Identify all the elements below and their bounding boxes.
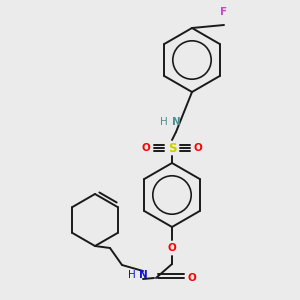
Text: O: O [194, 143, 202, 153]
Text: O: O [168, 243, 176, 253]
Text: F: F [220, 7, 228, 17]
Text: N: N [139, 270, 147, 280]
Text: H: H [128, 270, 136, 280]
Text: O: O [142, 143, 150, 153]
Text: H: H [160, 117, 168, 127]
Text: N: N [172, 117, 180, 127]
Text: S: S [168, 142, 176, 154]
Text: O: O [188, 273, 196, 283]
